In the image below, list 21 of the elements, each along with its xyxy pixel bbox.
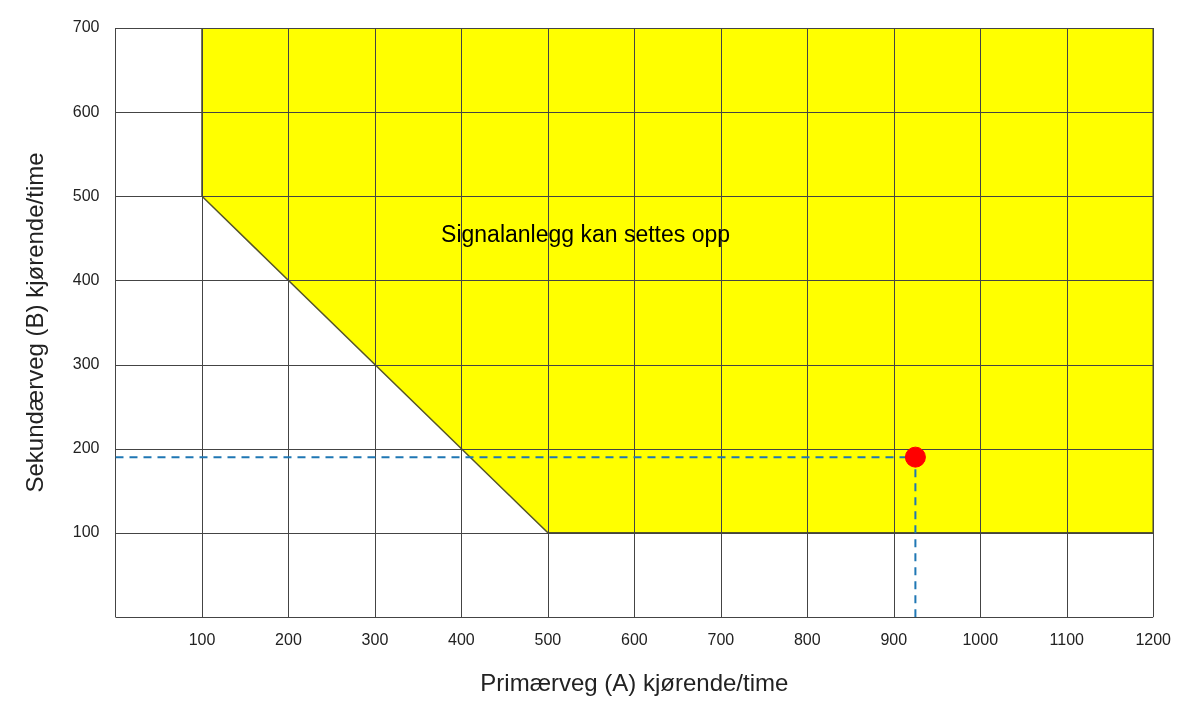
y-tick-label: 400 — [72, 270, 100, 288]
x-tick-label: 300 — [361, 631, 389, 649]
x-tick-label: 400 — [448, 631, 475, 649]
y-tick-label: 300 — [72, 354, 100, 372]
x-axis-title: Primærveg (A) kjørende/time — [480, 669, 789, 697]
x-tick-label: 1000 — [962, 631, 999, 649]
x-tick-label: 900 — [880, 631, 908, 649]
y-tick-label: 500 — [72, 186, 100, 204]
y-tick-label: 200 — [72, 439, 100, 457]
x-tick-label: 800 — [793, 631, 821, 649]
x-tick-label: 600 — [621, 631, 648, 649]
y-axis-title: Sekundærveg (B) kjørende/time — [21, 152, 49, 493]
x-tick-label: 100 — [188, 631, 216, 649]
x-tick-label: 700 — [707, 631, 735, 649]
x-tick-label: 1200 — [1135, 631, 1172, 649]
y-tick-label: 600 — [72, 102, 100, 120]
x-tick-label: 1100 — [1049, 631, 1085, 649]
x-tick-label: 500 — [534, 631, 562, 649]
y-tick-label: 700 — [72, 18, 100, 36]
x-tick-label: 200 — [275, 631, 302, 649]
y-tick-label: 100 — [72, 523, 100, 541]
